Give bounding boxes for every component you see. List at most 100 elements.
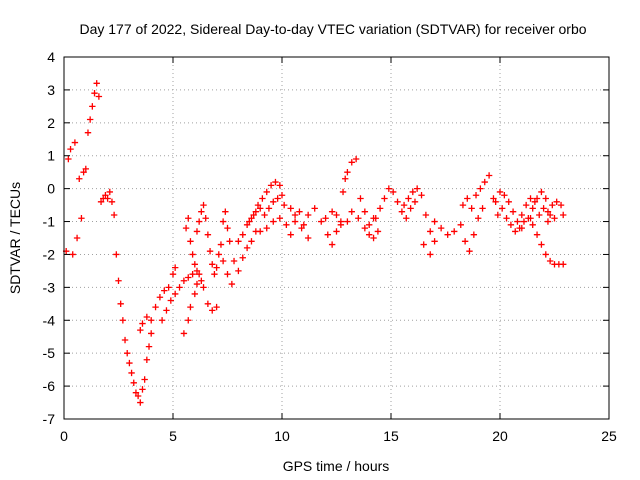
y-tick-label: -7 (43, 411, 56, 427)
data-point (167, 297, 175, 304)
data-point (224, 271, 231, 278)
data-point (82, 165, 89, 173)
data-point (278, 192, 286, 199)
data-point (215, 251, 222, 258)
data-point (485, 172, 493, 179)
data-point (538, 188, 545, 196)
data-point (139, 320, 146, 327)
data-point (204, 231, 212, 238)
data-point (102, 192, 109, 199)
data-point (475, 215, 482, 222)
data-point (180, 277, 188, 284)
data-point (252, 208, 260, 215)
data-point (139, 386, 146, 393)
data-point (324, 231, 331, 238)
data-point (145, 343, 153, 350)
data-point (287, 231, 294, 238)
data-point (498, 205, 506, 212)
x-axis-label: GPS time / hours (283, 458, 390, 474)
data-point (128, 369, 135, 377)
data-point (466, 247, 473, 255)
data-point (110, 211, 118, 219)
y-tick-label: -5 (43, 345, 56, 361)
data-point (89, 103, 96, 110)
data-point (527, 195, 534, 202)
data-point (189, 251, 196, 258)
data-point (361, 208, 369, 215)
data-point (527, 215, 534, 222)
data-point (361, 224, 369, 232)
data-point (161, 287, 168, 294)
data-point (219, 218, 227, 225)
data-point (348, 159, 355, 166)
chart-title: Day 177 of 2022, Sidereal Day-to-day VTE… (79, 21, 586, 37)
data-point (78, 215, 85, 222)
data-point (93, 80, 100, 87)
data-point (333, 228, 340, 235)
data-point (553, 198, 560, 205)
data-point (512, 228, 519, 235)
data-point (263, 188, 270, 196)
data-point (163, 307, 170, 314)
data-point (533, 231, 541, 238)
data-point (148, 317, 155, 324)
x-tick-label: 15 (383, 428, 399, 444)
data-point (243, 244, 251, 252)
data-point (296, 208, 303, 215)
data-point (263, 224, 270, 232)
data-point (104, 195, 111, 202)
data-point (431, 238, 438, 245)
data-point (239, 231, 246, 238)
data-point (148, 330, 155, 337)
data-point (355, 215, 362, 222)
data-point (398, 208, 406, 215)
data-point (333, 211, 340, 219)
data-point (224, 224, 231, 232)
data-point (95, 93, 103, 100)
data-point (248, 215, 255, 222)
data-point (546, 257, 554, 265)
data-point (529, 205, 536, 212)
data-point (230, 257, 238, 265)
data-point (276, 215, 284, 222)
data-point (143, 313, 151, 321)
data-point (254, 201, 262, 209)
data-point (65, 155, 72, 163)
data-point (280, 201, 288, 209)
y-axis-label: SDTVAR / TECUs (7, 182, 23, 294)
data-point (206, 247, 214, 255)
data-point (134, 392, 142, 400)
data-point (437, 224, 445, 232)
x-tick-label: 10 (274, 428, 290, 444)
data-point (126, 359, 133, 367)
data-point (91, 90, 98, 97)
data-point (287, 205, 294, 212)
data-point (505, 198, 512, 205)
data-point (514, 218, 521, 225)
data-point (304, 234, 312, 242)
data-point (198, 277, 205, 284)
data-point (124, 349, 131, 357)
data-point (352, 155, 360, 163)
data-point (69, 251, 76, 258)
y-tick-label: 2 (47, 115, 55, 131)
data-point (420, 241, 427, 248)
data-point (143, 356, 151, 363)
data-point (137, 326, 144, 334)
data-point (261, 211, 268, 219)
data-point (468, 205, 475, 212)
y-tick-label: 4 (47, 49, 55, 65)
data-point (557, 201, 565, 209)
data-point (222, 208, 229, 215)
data-point (119, 317, 127, 324)
data-point (235, 238, 242, 245)
data-point (372, 215, 379, 222)
data-point (481, 178, 488, 186)
data-point (411, 198, 419, 205)
data-point (520, 218, 528, 225)
grid-layer (64, 57, 609, 419)
data-point (185, 274, 192, 281)
data-point (342, 175, 349, 182)
data-point (283, 221, 290, 229)
